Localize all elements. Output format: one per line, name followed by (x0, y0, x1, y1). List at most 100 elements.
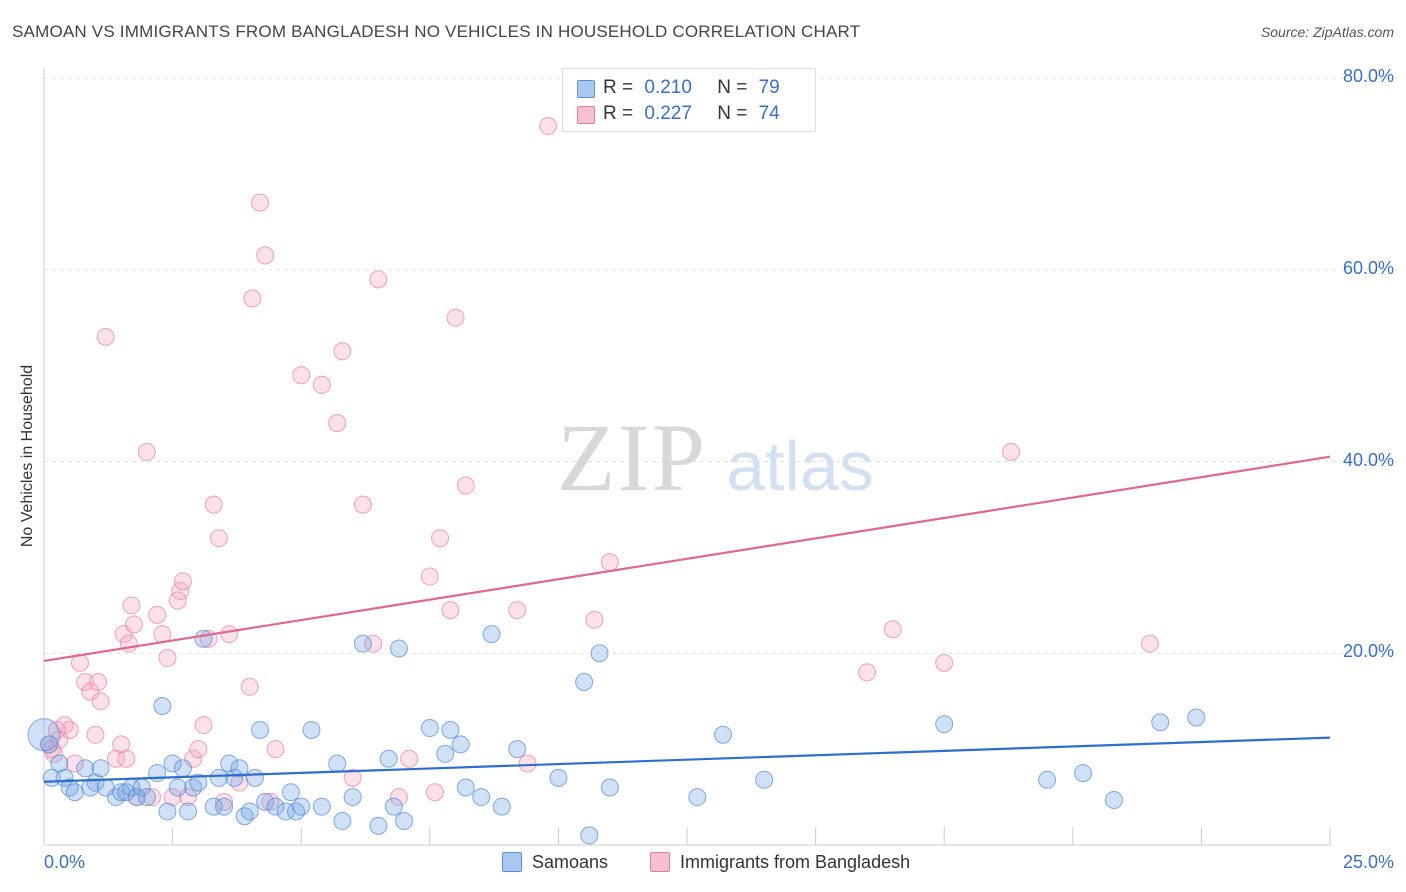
bangladesh-point (189, 740, 208, 759)
bangladesh-point (215, 792, 234, 811)
bangladesh-point (539, 116, 558, 135)
y-tick-label: 60.0% (1342, 257, 1394, 278)
legend-bangladesh: Immigrants from Bangladesh (650, 852, 910, 873)
bangladesh-point (369, 270, 388, 289)
y-tick-label: 40.0% (1342, 449, 1394, 470)
samoans-point (168, 778, 187, 797)
bangladesh-point (446, 308, 465, 327)
bangladesh-point (312, 375, 331, 394)
samoans-point (65, 783, 84, 802)
bangladesh-point (600, 553, 619, 572)
samoans-point (81, 778, 100, 797)
correlation-legend: R = 0.210 N = 79 R = 0.227 N = 74 (562, 68, 816, 132)
samoans-point (184, 778, 203, 797)
bangladesh-point (1002, 442, 1021, 461)
bangladesh-point (107, 749, 126, 768)
samoans-point (281, 783, 300, 802)
samoans-point (549, 768, 568, 787)
x-tick-min: 0.0% (44, 852, 86, 872)
bangladesh-point (935, 653, 954, 672)
samoans-point (189, 773, 208, 792)
bangladesh-point (122, 596, 141, 615)
bangladesh-point (65, 754, 84, 773)
legend-swatch-bangladesh (577, 106, 595, 124)
bangladesh-point (858, 663, 877, 682)
bangladesh-point (137, 442, 156, 461)
bangladesh-point (89, 673, 108, 692)
bangladesh-point (431, 529, 450, 548)
n-value-bangladesh: 74 (758, 103, 780, 124)
bangladesh-point (508, 601, 527, 620)
bangladesh-point (1140, 634, 1159, 653)
samoans-point (173, 759, 192, 778)
samoans-point (590, 644, 609, 663)
y-tick-label: 20.0% (1342, 641, 1394, 662)
bangladesh-point (91, 692, 110, 711)
samoans-point (472, 788, 491, 807)
bangladesh-point (243, 289, 262, 308)
watermark-atlas: atlas (726, 427, 874, 505)
bangladesh-point (240, 677, 259, 696)
samoans-point (225, 768, 244, 787)
bangladesh-point (343, 768, 362, 787)
bangladesh-point (353, 495, 372, 514)
samoans-point (158, 802, 177, 821)
samoans-point (328, 754, 347, 773)
watermark-zip: ZIP (557, 404, 707, 511)
bangladesh-point (292, 366, 311, 385)
samoans-point (369, 816, 388, 835)
samoans-point (194, 629, 213, 648)
bangladesh-point (585, 610, 604, 629)
samoans-point (91, 759, 110, 778)
bangladesh-point (163, 788, 182, 807)
watermark: ZIP atlas (557, 404, 874, 511)
samoans-point (688, 788, 707, 807)
n-label: N = (717, 103, 748, 124)
bangladesh-point (153, 625, 172, 644)
samoans-point (127, 788, 146, 807)
r-label: R = (603, 103, 634, 124)
samoans-point (436, 744, 455, 763)
samoans-point (287, 802, 306, 821)
samoans-point (312, 797, 331, 816)
samoans-point (107, 788, 126, 807)
samoans-point (1104, 790, 1123, 809)
samoans-point (204, 797, 223, 816)
samoans-point (451, 735, 470, 754)
bangladesh-point (125, 615, 144, 634)
bangladesh-point (60, 720, 79, 739)
x-tick-max: 25.0% (1342, 852, 1394, 872)
samoans-point (353, 634, 372, 653)
samoans-point (600, 778, 619, 797)
grid-lines (44, 77, 1392, 654)
trend-lines (43, 455, 1331, 783)
bangladesh-point (173, 572, 192, 591)
bangladesh-point (148, 605, 167, 624)
samoans-point (482, 625, 501, 644)
samoans-point (935, 715, 954, 734)
samoans-point (1038, 770, 1057, 789)
n-value-samoans: 79 (758, 77, 780, 98)
samoans-point (153, 696, 172, 715)
samoans-point (86, 773, 105, 792)
bangladesh-point (119, 634, 138, 653)
bangladesh-point (158, 649, 177, 668)
samoans-point (1187, 708, 1206, 727)
samoans-point (580, 826, 599, 845)
bangladesh-point (364, 634, 383, 653)
bangladesh-point (112, 735, 131, 754)
samoans-point (333, 812, 352, 831)
samoans-trend-line (43, 736, 1331, 783)
bangladesh-point (256, 246, 275, 265)
legend-samoans: Samoans (502, 852, 608, 873)
r-value-bangladesh: 0.227 (644, 103, 692, 124)
legend-swatch-bangladesh (650, 852, 670, 872)
bangladesh-point (204, 495, 223, 514)
bangladesh-point (117, 749, 136, 768)
samoans-point (137, 788, 156, 807)
r-label: R = (603, 77, 634, 98)
legend-swatch-samoans (502, 852, 522, 872)
samoans-point (292, 797, 311, 816)
legend-row-bangladesh: R = 0.227 N = 74 (577, 103, 780, 125)
